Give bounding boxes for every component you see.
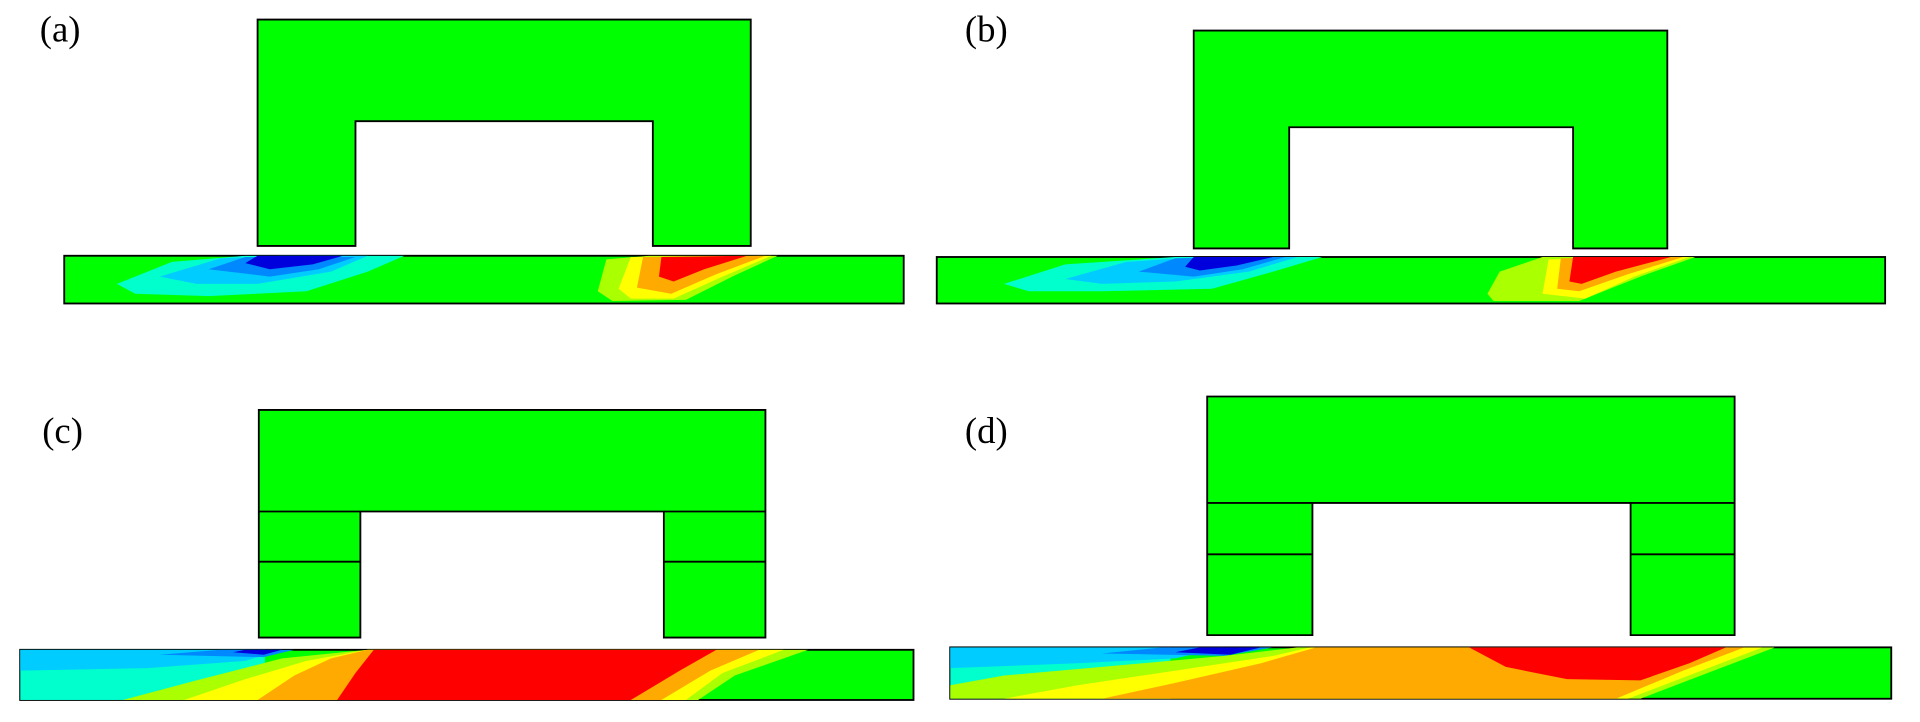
magnet (257, 409, 767, 639)
contours (116, 255, 778, 302)
panel-label: (b) (965, 9, 1008, 50)
panel-label: (c) (42, 410, 83, 451)
contours (950, 647, 1776, 699)
magnet (1192, 29, 1669, 250)
panel-label: (d) (965, 410, 1008, 451)
panel-a: (a) (40, 9, 905, 305)
contours (20, 649, 809, 700)
contours (1004, 256, 1696, 302)
magnet (256, 18, 752, 247)
panel-d: (d) (949, 395, 1893, 700)
panel-c: (c) (19, 409, 915, 701)
panel-b: (b) (935, 9, 1887, 305)
magnet (1206, 395, 1736, 637)
panel-label: (a) (40, 9, 81, 50)
